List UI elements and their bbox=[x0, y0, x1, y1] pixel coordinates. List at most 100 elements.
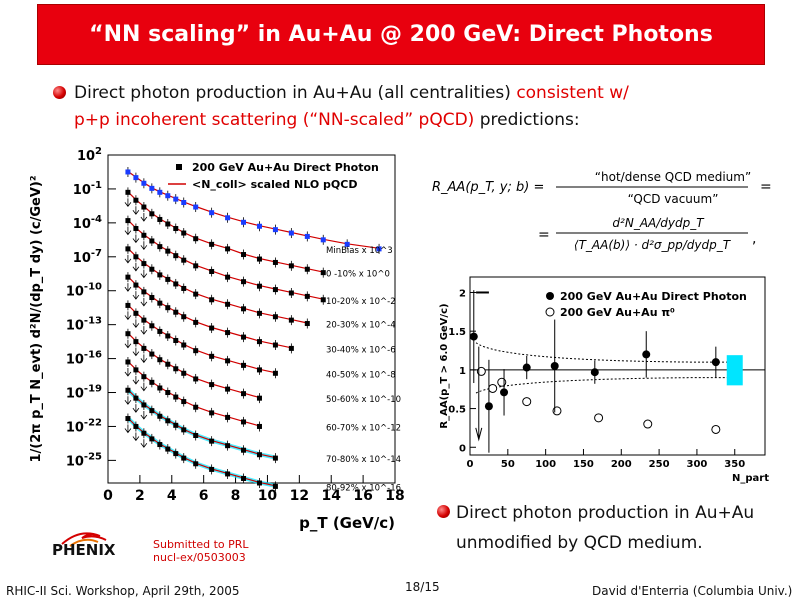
data-point bbox=[256, 452, 262, 458]
series-label: 30-40% x 10^-6 bbox=[326, 345, 396, 355]
data-point bbox=[288, 290, 294, 296]
data-point bbox=[241, 475, 247, 481]
data-point bbox=[141, 317, 147, 323]
pi0-point bbox=[488, 383, 498, 393]
data-point bbox=[225, 330, 231, 336]
series-label: 50-60% x 10^-10 bbox=[326, 395, 401, 405]
data-point bbox=[125, 416, 131, 422]
data-point bbox=[304, 266, 310, 272]
legend-entry: 200 GeV Au+Au π⁰ bbox=[560, 306, 675, 319]
data-point bbox=[288, 230, 294, 236]
intro-line-2-red: p+p incoherent scattering (“NN-scaled” p… bbox=[74, 110, 475, 130]
data-point bbox=[173, 422, 179, 428]
x-tick-label: 150 bbox=[573, 459, 594, 470]
data-point bbox=[193, 263, 199, 269]
data-point bbox=[272, 227, 278, 233]
y-tick-label: 0.5 bbox=[448, 405, 466, 416]
title-bar: “NN scaling” in Au+Au @ 200 GeV: Direct … bbox=[37, 4, 765, 65]
data-point bbox=[157, 413, 163, 419]
data-point bbox=[225, 215, 231, 221]
conclusion-text: Direct photon production in Au+Au unmodi… bbox=[456, 498, 754, 558]
data-point bbox=[141, 261, 147, 267]
data-point bbox=[149, 266, 155, 272]
data-point bbox=[133, 367, 139, 373]
footer-right: David d'Enterria (Columbia Univ.) bbox=[592, 584, 793, 598]
data-point bbox=[225, 443, 231, 449]
pqcd-curve bbox=[127, 191, 324, 273]
y-tick-label: 10-16 bbox=[66, 350, 102, 368]
data-point bbox=[225, 414, 231, 420]
upper-limit-arrow bbox=[140, 354, 148, 364]
intro-line-1-red: consistent w/ bbox=[516, 83, 629, 103]
series-label: 0 -10% x 10^0 bbox=[326, 270, 390, 280]
data-point bbox=[209, 325, 215, 331]
conclusion-line-1: Direct photon production in Au+Au bbox=[456, 503, 755, 523]
x-tick-label: 100 bbox=[535, 459, 556, 470]
intro-line-1: Direct photon production in Au+Au (all c… bbox=[74, 80, 629, 107]
y-tick-label: 10-1 bbox=[73, 180, 102, 198]
data-point bbox=[209, 353, 215, 359]
data-point bbox=[288, 317, 294, 323]
data-point bbox=[344, 241, 350, 247]
data-point bbox=[133, 254, 139, 260]
formula-denominator: “QCD vacuum” bbox=[628, 192, 719, 206]
data-point bbox=[181, 200, 187, 206]
data-point bbox=[181, 314, 187, 320]
data-point bbox=[149, 295, 155, 301]
data-point bbox=[193, 404, 199, 410]
data-point bbox=[181, 370, 187, 376]
data-point bbox=[133, 175, 139, 181]
x-tick-label: 16 bbox=[353, 488, 372, 504]
data-point bbox=[133, 339, 139, 345]
legend-marker bbox=[176, 164, 182, 170]
data-point bbox=[272, 455, 278, 461]
x-tick-label: 300 bbox=[686, 459, 707, 470]
legend-marker bbox=[545, 307, 555, 317]
data-point bbox=[125, 359, 131, 365]
data-point bbox=[149, 436, 155, 442]
y-tick-label: 10-25 bbox=[66, 451, 102, 469]
data-point bbox=[193, 204, 199, 210]
data-point bbox=[304, 321, 310, 327]
pi0-point bbox=[497, 377, 507, 387]
series-label: 10-20% x 10^-2 bbox=[326, 297, 396, 307]
data-point bbox=[173, 281, 179, 287]
data-point bbox=[181, 427, 187, 433]
x-tick-label: 4 bbox=[167, 488, 177, 504]
data-point bbox=[181, 257, 187, 263]
data-point bbox=[272, 287, 278, 293]
upper-limit-arrow bbox=[140, 410, 148, 420]
data-point bbox=[241, 306, 247, 312]
data-point bbox=[225, 471, 231, 477]
x-axis-label: N_part bbox=[732, 473, 769, 484]
intro-line-2-black: predictions: bbox=[474, 110, 580, 130]
data-point bbox=[141, 345, 147, 351]
x-tick-label: 14 bbox=[321, 488, 341, 504]
data-point bbox=[141, 232, 147, 238]
data-point bbox=[165, 333, 171, 339]
data-point bbox=[256, 223, 262, 229]
data-point bbox=[173, 196, 179, 202]
bullet-icon bbox=[53, 86, 66, 99]
data-point bbox=[304, 293, 310, 299]
submitted-line-1: Submitted to PRL bbox=[153, 538, 249, 551]
data-point bbox=[125, 387, 131, 393]
data-point bbox=[133, 282, 139, 288]
data-point bbox=[125, 274, 131, 280]
legend-marker bbox=[546, 292, 554, 300]
data-point bbox=[193, 348, 199, 354]
pi0-point bbox=[522, 397, 532, 407]
submitted-line-2: nucl-ex/0503003 bbox=[153, 551, 246, 564]
data-point bbox=[157, 442, 163, 448]
upper-limit-arrow bbox=[124, 339, 132, 349]
photon-point bbox=[500, 388, 509, 397]
y-tick-label: 0 bbox=[459, 443, 466, 454]
submitted-note: Submitted to PRL nucl-ex/0503003 bbox=[153, 538, 249, 564]
data-point bbox=[272, 483, 278, 489]
data-point bbox=[165, 276, 171, 282]
data-point bbox=[209, 410, 215, 416]
data-point bbox=[141, 204, 147, 210]
upper-limit-arrow bbox=[124, 396, 132, 405]
data-point bbox=[141, 374, 147, 380]
upper-limit-arrow bbox=[124, 226, 132, 236]
